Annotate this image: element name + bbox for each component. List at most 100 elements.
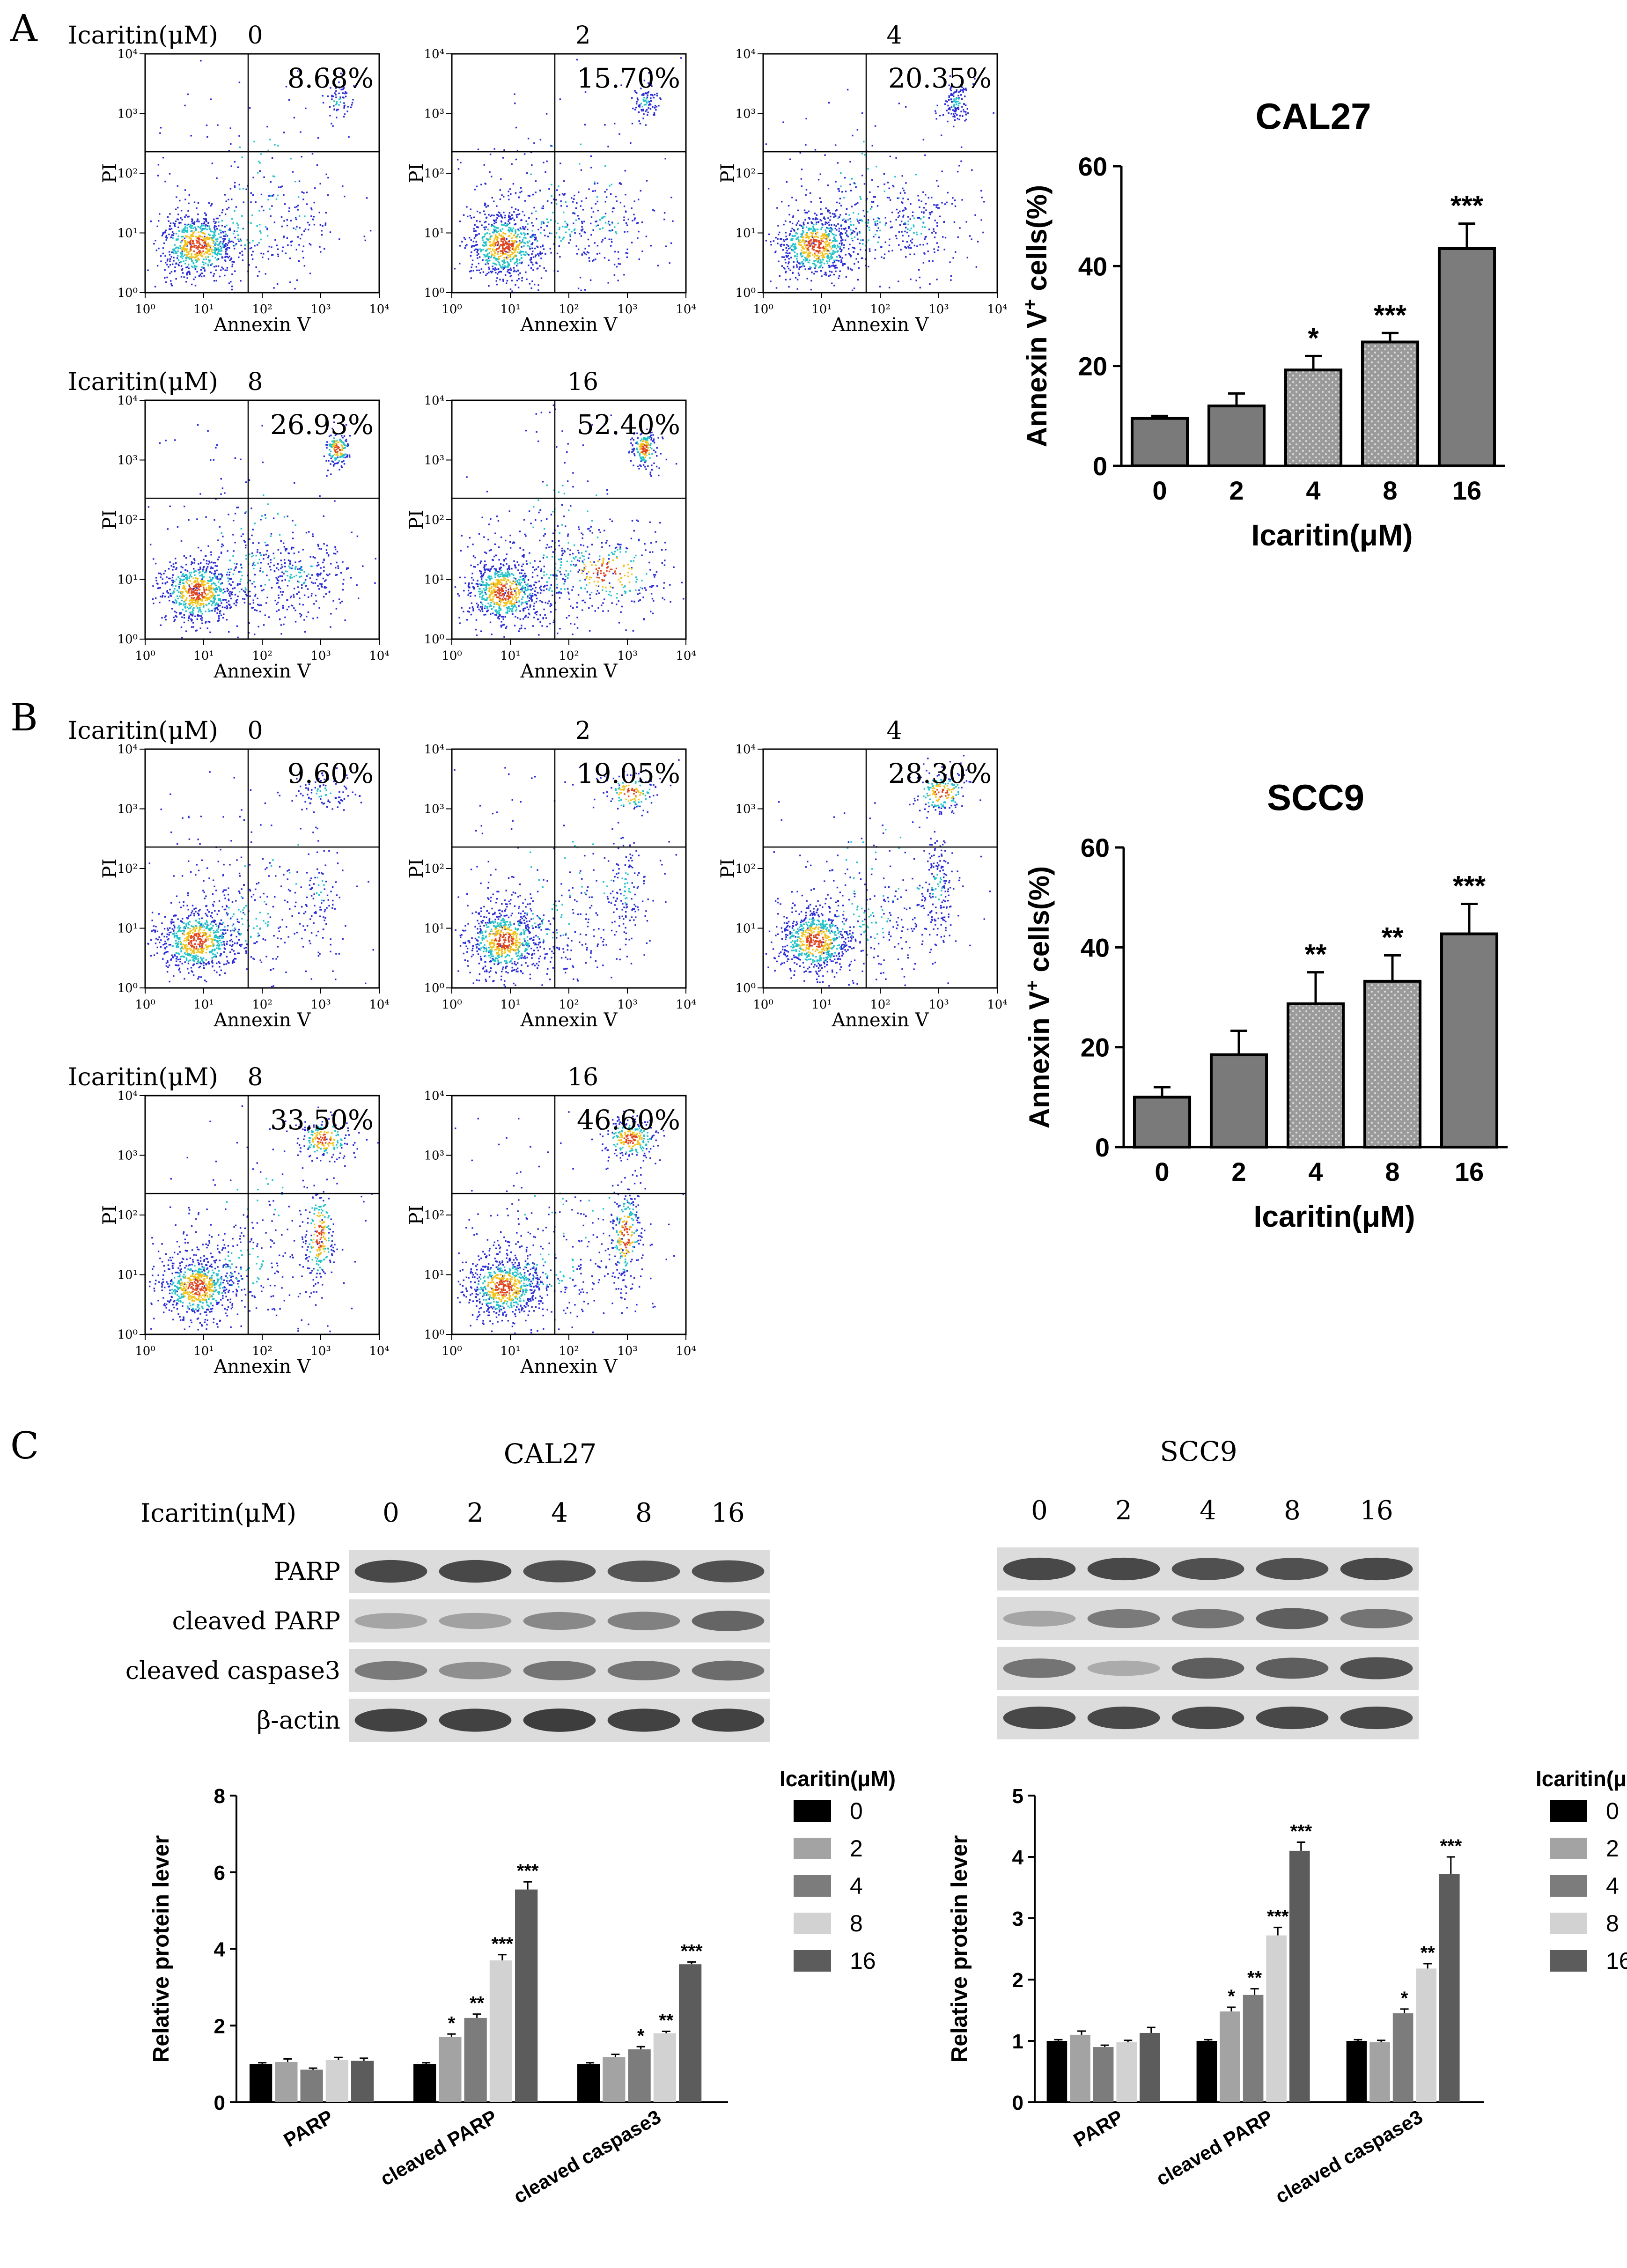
event-dot	[596, 593, 597, 595]
event-dot	[292, 171, 294, 172]
event-dot	[289, 563, 291, 565]
event-dot	[796, 256, 798, 257]
event-dot	[596, 196, 598, 198]
event-dot	[216, 226, 217, 227]
event-dot	[840, 259, 842, 261]
event-dot	[875, 234, 876, 235]
event-dot	[608, 259, 610, 261]
event-dot	[501, 194, 502, 196]
event-dot	[496, 264, 497, 265]
event-dot	[531, 213, 532, 214]
event-dot	[841, 249, 842, 250]
event-dot	[901, 221, 902, 222]
event-dot	[795, 248, 796, 250]
event-dot	[664, 212, 665, 214]
event-dot	[177, 185, 178, 187]
event-dot	[551, 184, 552, 185]
event-dot	[329, 106, 331, 108]
event-dot	[189, 237, 191, 239]
event-dot	[807, 255, 809, 257]
event-dot	[818, 179, 819, 180]
event-dot	[521, 254, 522, 256]
event-dot	[295, 621, 296, 622]
event-dot	[505, 233, 506, 235]
event-dot	[174, 588, 176, 589]
event-dot	[563, 237, 565, 238]
event-dot	[306, 203, 308, 205]
event-dot	[351, 532, 352, 533]
event-dot	[848, 248, 849, 250]
event-dot	[192, 578, 194, 579]
event-dot	[544, 267, 545, 269]
event-dot	[540, 232, 541, 234]
event-dot	[802, 227, 804, 228]
event-dot	[607, 146, 609, 147]
event-dot	[227, 247, 228, 248]
event-dot	[902, 202, 903, 204]
event-dot	[820, 219, 821, 221]
event-dot	[819, 248, 820, 249]
event-dot	[924, 238, 925, 240]
event-dot	[793, 243, 794, 244]
event-dot	[198, 547, 199, 548]
event-dot	[311, 574, 313, 575]
event-dot	[293, 228, 294, 229]
event-dot	[486, 552, 487, 554]
event-dot	[169, 254, 170, 255]
event-dot	[339, 449, 340, 450]
event-dot	[177, 596, 178, 597]
event-dot	[951, 101, 952, 102]
event-dot	[232, 222, 234, 223]
event-dot	[214, 235, 216, 236]
event-dot	[868, 266, 869, 267]
event-dot	[518, 230, 520, 231]
event-dot	[879, 221, 881, 223]
event-dot	[459, 221, 461, 222]
event-dot	[225, 234, 227, 235]
event-dot	[336, 562, 338, 563]
event-dot	[809, 266, 810, 268]
event-dot	[280, 560, 282, 561]
event-dot	[902, 175, 903, 177]
event-dot	[278, 576, 279, 578]
event-dot	[616, 233, 617, 234]
event-dot	[184, 245, 185, 247]
event-dot	[177, 238, 178, 240]
event-dot	[222, 599, 224, 601]
event-dot	[496, 515, 498, 517]
event-dot	[265, 226, 266, 228]
event-dot	[287, 219, 288, 221]
event-dot	[169, 506, 171, 507]
event-dot	[558, 185, 559, 187]
event-dot	[278, 569, 279, 570]
event-dot	[294, 588, 295, 589]
event-dot	[263, 624, 265, 626]
event-dot	[189, 250, 191, 252]
event-dot	[524, 608, 526, 609]
event-dot	[843, 244, 845, 246]
event-dot	[184, 254, 185, 256]
event-dot	[200, 60, 201, 61]
event-dot	[791, 228, 793, 229]
event-dot	[787, 253, 788, 254]
event-dot	[344, 113, 346, 115]
event-dot	[513, 267, 515, 268]
event-dot	[828, 265, 829, 266]
event-dot	[171, 565, 172, 567]
event-dot	[189, 577, 190, 579]
y-tick-label: 10⁰	[117, 633, 138, 647]
event-dot	[508, 227, 510, 228]
event-dot	[211, 591, 212, 592]
event-dot	[836, 229, 837, 230]
event-dot	[836, 240, 838, 242]
event-dot	[575, 207, 577, 209]
event-dot	[954, 221, 955, 223]
event-dot	[276, 611, 277, 612]
event-dot	[887, 197, 888, 198]
event-dot	[301, 156, 302, 157]
event-dot	[197, 252, 198, 254]
event-dot	[508, 216, 509, 218]
event-dot	[861, 153, 863, 154]
event-dot	[796, 266, 798, 267]
event-dot	[207, 225, 208, 227]
